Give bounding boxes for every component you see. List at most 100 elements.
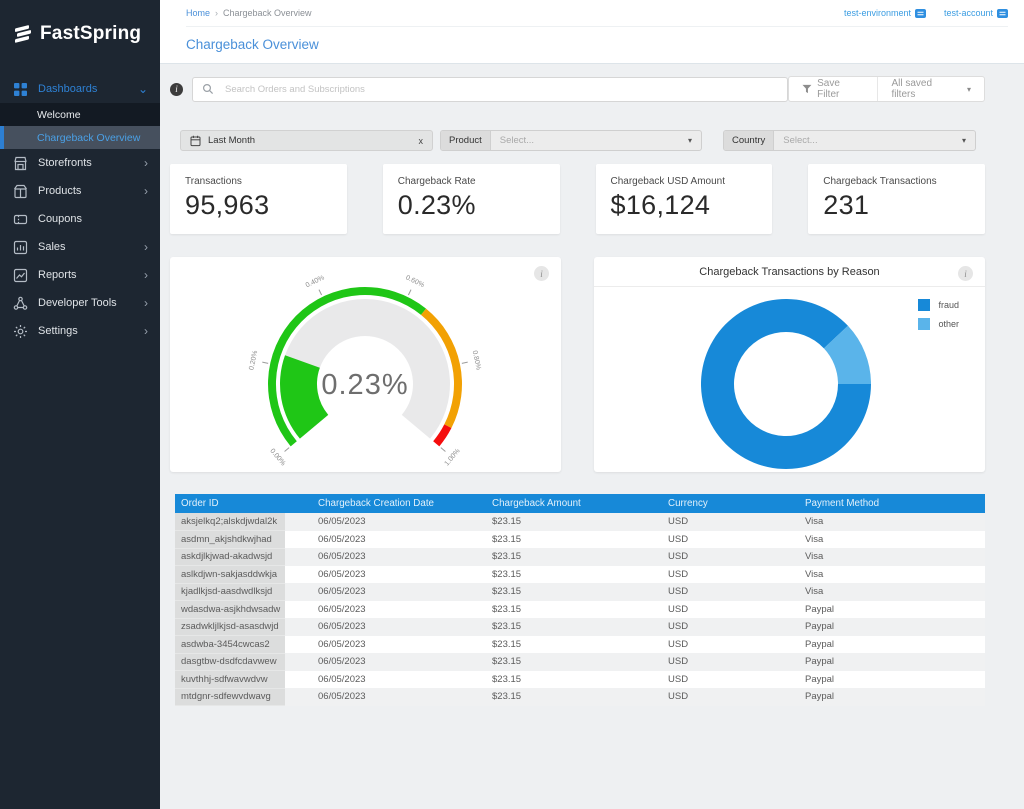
table-cell: Visa [772, 513, 985, 531]
table-cell: $23.15 [459, 671, 635, 689]
sidebar-subitem-label: Welcome [37, 109, 81, 121]
grid-icon [13, 82, 30, 97]
table-cell: aslkdjwn-sakjasddwkja [175, 566, 285, 584]
test-environment-link[interactable]: test-environment [844, 8, 926, 18]
table-row[interactable]: zsadwkljlkjsd-asasdwjd06/05/2023$23.15US… [175, 618, 985, 636]
table-cell: $23.15 [459, 636, 635, 654]
sidebar-item-products[interactable]: Products› [0, 177, 160, 205]
legend-label: fraud [938, 300, 959, 310]
table-row[interactable]: asdwba-3454cwcas206/05/2023$23.15USDPayp… [175, 636, 985, 654]
kpi-label: Transactions [185, 176, 332, 187]
table-header-cell[interactable]: Currency [635, 494, 772, 513]
table-row[interactable]: asdmn_akjshdkwjhad06/05/2023$23.15USDVis… [175, 531, 985, 549]
search-box [192, 77, 788, 102]
legend-swatch-other [918, 318, 930, 330]
table-row[interactable]: mtdgnr-sdfewvdwavg06/05/2023$23.15USDPay… [175, 688, 985, 706]
kpi-row: Transactions95,963Chargeback Rate0.23%Ch… [170, 164, 985, 234]
table-cell: 06/05/2023 [285, 548, 459, 566]
table-cell: $23.15 [459, 618, 635, 636]
calendar-icon [190, 135, 201, 147]
all-saved-filters-dropdown[interactable]: All saved filters ▾ [877, 77, 984, 101]
table-row[interactable]: aksjelkq2;alskdjwdal2k06/05/2023$23.15US… [175, 513, 985, 531]
sidebar-item-dashboards[interactable]: Dashboards⌄ [0, 75, 160, 103]
kpi-value: $16,124 [611, 190, 758, 221]
sidebar-item-label: Dashboards [38, 83, 97, 95]
sidebar-item-storefronts[interactable]: Storefronts› [0, 149, 160, 177]
chargeback-rate-gauge-card: i 0.00%0.20%0.40%0.60%0.80%1.00%0.23% [170, 257, 561, 472]
table-row[interactable]: dasgtbw-dsdfcdavwew06/05/2023$23.15USDPa… [175, 653, 985, 671]
breadcrumb-home-link[interactable]: Home [186, 8, 210, 18]
date-filter-label: Last Month [208, 135, 255, 146]
kpi-label: Chargeback Rate [398, 176, 545, 187]
table-header-cell[interactable]: Chargeback Creation Date [285, 494, 459, 513]
product-select-label: Product [441, 131, 491, 150]
app-root: FastSpring Dashboards⌄ Welcome Chargeback … [0, 0, 1024, 809]
info-icon[interactable]: i [170, 83, 183, 96]
kpi-value: 231 [823, 190, 970, 221]
settings-icon [13, 324, 30, 339]
sidebar-subitem-chargeback-overview[interactable]: Chargeback Overview [0, 126, 160, 149]
info-icon[interactable]: i [958, 266, 973, 281]
sidebar-subitem-welcome[interactable]: Welcome [0, 103, 160, 126]
chargeback-by-reason-card: Chargeback Transactions by Reason i frau… [594, 257, 985, 472]
sidebar-item-coupons[interactable]: Coupons [0, 205, 160, 233]
devtools-icon [13, 296, 30, 311]
date-filter-pill[interactable]: Last Month x [180, 130, 433, 151]
product-select[interactable]: Product Select... ▾ [440, 130, 702, 151]
top-header: Home › Chargeback Overview test-environm… [160, 0, 1024, 64]
coupon-icon [13, 212, 30, 227]
table-cell: Paypal [772, 653, 985, 671]
table-cell: 06/05/2023 [285, 653, 459, 671]
table-cell: 06/05/2023 [285, 671, 459, 689]
search-icon [202, 83, 214, 95]
country-select[interactable]: Country Select... ▾ [723, 130, 976, 151]
table-cell: USD [635, 618, 772, 636]
info-icon[interactable]: i [534, 266, 549, 281]
reports-icon [13, 268, 30, 283]
table-cell: USD [635, 601, 772, 619]
legend-item-other[interactable]: other [918, 318, 959, 330]
table-row[interactable]: kjadlkjsd-aasdwdlksjd06/05/2023$23.15USD… [175, 583, 985, 601]
products-icon [13, 184, 30, 199]
charts-row: i 0.00%0.20%0.40%0.60%0.80%1.00%0.23% Ch… [170, 257, 985, 472]
legend-item-fraud[interactable]: fraud [918, 299, 959, 311]
table-row[interactable]: aslkdjwn-sakjasddwkja06/05/2023$23.15USD… [175, 566, 985, 584]
remove-date-filter-icon[interactable]: x [419, 136, 424, 146]
svg-text:1.00%: 1.00% [444, 448, 462, 468]
filter-row: Last Month x Product Select... ▾ Country… [170, 130, 985, 151]
chevron-right-icon: › [144, 297, 148, 309]
table-row[interactable]: kuvthhj-sdfwavwdvw06/05/2023$23.15USDPay… [175, 671, 985, 689]
table-header-cell[interactable]: Chargeback Amount [459, 494, 635, 513]
sidebar-item-sales[interactable]: Sales› [0, 233, 160, 261]
country-select-placeholder: Select... [774, 135, 962, 146]
table-cell: Paypal [772, 618, 985, 636]
table-cell: USD [635, 653, 772, 671]
table-header-row: Order IDChargeback Creation DateChargeba… [175, 494, 985, 513]
table-row[interactable]: wdasdwa-asjkhdwsadw06/05/2023$23.15USDPa… [175, 601, 985, 619]
table-cell: aksjelkq2;alskdjwdal2k [175, 513, 285, 531]
table-cell: kjadlkjsd-aasdwdlksjd [175, 583, 285, 601]
fastspring-logo-icon [13, 22, 33, 45]
search-input[interactable] [223, 83, 778, 96]
table-row[interactable]: askdjlkjwad-akadwsjd06/05/2023$23.15USDV… [175, 548, 985, 566]
sidebar-item-reports[interactable]: Reports› [0, 261, 160, 289]
table-cell: Visa [772, 566, 985, 584]
kpi-card-4: Chargeback Transactions231 [808, 164, 985, 234]
sidebar-item-settings[interactable]: Settings› [0, 317, 160, 345]
fastspring-logo[interactable]: FastSpring [0, 0, 160, 75]
table-cell: USD [635, 513, 772, 531]
table-cell: USD [635, 688, 772, 706]
table-header-cell[interactable]: Order ID [175, 494, 285, 513]
table-cell: wdasdwa-asjkhdwsadw [175, 601, 285, 619]
table-cell: $23.15 [459, 548, 635, 566]
saved-filters-group: Save Filter All saved filters ▾ [788, 76, 985, 102]
environment-switch-icon [915, 9, 926, 18]
save-filter-button[interactable]: Save Filter [789, 77, 877, 101]
sidebar-item-developer-tools[interactable]: Developer Tools› [0, 289, 160, 317]
test-account-link[interactable]: test-account [944, 8, 1008, 18]
table-cell: 06/05/2023 [285, 636, 459, 654]
donut-legend: fraud other [918, 299, 959, 330]
storefront-icon [13, 156, 30, 171]
chevron-right-icon: › [144, 185, 148, 197]
table-header-cell[interactable]: Payment Method [772, 494, 985, 513]
